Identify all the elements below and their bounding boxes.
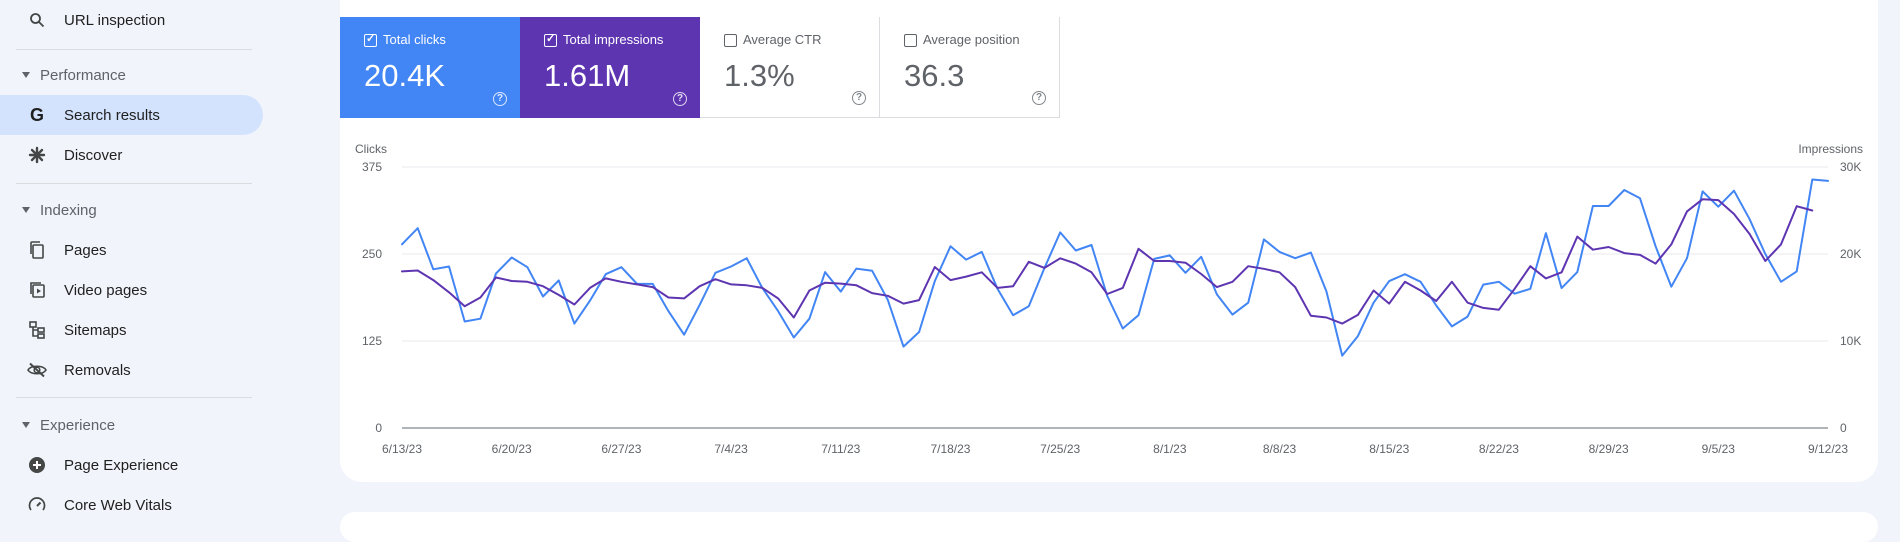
x-tick-label: 7/25/23 (1040, 442, 1080, 456)
x-tick-label: 6/27/23 (601, 442, 641, 456)
help-icon[interactable]: ? (493, 92, 507, 106)
section-header-experience[interactable]: Experience (0, 410, 263, 440)
divider (16, 49, 252, 50)
x-tick-label: 8/15/23 (1369, 442, 1409, 456)
metric-label: Average position (923, 32, 1020, 47)
metric-value: 1.3% (724, 58, 795, 93)
y-left-tick-label: 375 (362, 160, 382, 174)
collapse-arrow-icon (22, 72, 30, 78)
metric-total-impressions[interactable]: ✓ Total impressions 1.61M ? (520, 17, 700, 118)
sidebar-item-label: Video pages (64, 281, 148, 299)
divider (16, 397, 252, 398)
sidebar-item-label: Removals (64, 361, 131, 379)
search-icon (27, 10, 47, 30)
sidebar-item-core-web-vitals[interactable]: Core Web Vitals (0, 485, 263, 525)
metric-value: 20.4K (364, 58, 446, 93)
x-tick-label: 8/22/23 (1479, 442, 1519, 456)
help-icon[interactable]: ? (1032, 91, 1046, 105)
y-right-tick-label: 0 (1840, 421, 1847, 435)
collapse-arrow-icon (22, 207, 30, 213)
divider (16, 183, 252, 184)
y-left-tick-label: 250 (362, 247, 382, 261)
metric-total-clicks[interactable]: ✓ Total clicks 20.4K ? (340, 17, 520, 118)
sidebar-item-label: Page Experience (64, 456, 179, 474)
x-tick-label: 8/29/23 (1589, 442, 1629, 456)
sitemap-icon (27, 320, 47, 340)
gauge-icon (27, 495, 47, 515)
x-tick-label: 6/20/23 (492, 442, 532, 456)
metric-average-ctr[interactable]: Average CTR 1.3% ? (700, 17, 880, 118)
google-g-icon: G (29, 104, 44, 125)
asterisk-icon (27, 145, 47, 165)
y-right-tick-label: 30K (1840, 160, 1861, 174)
sidebar-item-label: URL inspection (64, 11, 166, 29)
checkbox-unchecked-icon[interactable] (724, 34, 737, 47)
eye-off-icon (27, 360, 47, 380)
performance-line-chart[interactable]: 375 30K 250 20K 125 10K 0 0 Clicks Impressions 6/1… (340, 135, 1878, 465)
series-line-clicks (401, 178, 1829, 357)
pages-icon (27, 240, 47, 260)
section-header-label: Indexing (40, 201, 97, 219)
x-tick-label: 7/4/23 (714, 442, 748, 456)
checkbox-unchecked-icon[interactable] (904, 34, 917, 47)
x-tick-label: 8/8/23 (1263, 442, 1297, 456)
queries-table-card (340, 512, 1878, 542)
metric-label: Total impressions (563, 32, 664, 47)
sidebar-item-discover[interactable]: Discover (0, 135, 263, 175)
metric-value: 36.3 (904, 58, 965, 93)
sidebar-item-url-inspection[interactable]: URL inspection (0, 0, 263, 40)
metric-label: Total clicks (383, 32, 446, 47)
help-icon[interactable]: ? (673, 92, 687, 106)
sidebar-item-label: Core Web Vitals (64, 496, 172, 514)
checkbox-checked-icon[interactable]: ✓ (544, 33, 557, 47)
sidebar-item-page-experience[interactable]: Page Experience (0, 445, 263, 485)
sidebar-item-pages[interactable]: Pages (0, 230, 263, 270)
y-left-axis-label: Clicks (355, 142, 387, 156)
metric-average-position[interactable]: Average position 36.3 ? (880, 17, 1060, 118)
sidebar-item-removals[interactable]: Removals (0, 350, 263, 390)
section-header-label: Experience (40, 416, 116, 434)
metric-value: 1.61M (544, 58, 631, 93)
y-left-tick-label: 0 (375, 421, 382, 435)
section-header-label: Performance (40, 66, 126, 84)
sidebar-item-label: Pages (64, 241, 107, 259)
sidebar-item-label: Discover (64, 146, 123, 164)
sidebar: URL inspection Performance G Search resu… (0, 0, 270, 523)
plus-circle-icon (27, 455, 47, 475)
x-tick-label: 7/11/23 (821, 442, 860, 456)
x-tick-label: 9/12/23 (1808, 442, 1848, 456)
section-header-performance[interactable]: Performance (0, 60, 263, 90)
x-tick-label: 8/1/23 (1153, 442, 1187, 456)
section-header-indexing[interactable]: Indexing (0, 195, 263, 225)
collapse-arrow-icon (22, 422, 30, 428)
x-tick-label: 9/5/23 (1702, 442, 1736, 456)
sidebar-item-label: Search results (64, 106, 160, 124)
help-icon[interactable]: ? (852, 91, 866, 105)
sidebar-item-label: Sitemaps (64, 321, 127, 339)
sidebar-item-search-results[interactable]: G Search results (0, 95, 263, 135)
y-right-axis-label: Impressions (1798, 142, 1863, 156)
metric-label: Average CTR (743, 32, 822, 47)
series-line-impressions (401, 198, 1814, 325)
x-tick-label: 6/13/23 (382, 442, 422, 456)
sidebar-item-video-pages[interactable]: Video pages (0, 270, 263, 310)
sidebar-item-sitemaps[interactable]: Sitemaps (0, 310, 263, 350)
checkbox-checked-icon[interactable]: ✓ (364, 33, 377, 47)
x-tick-label: 7/18/23 (930, 442, 970, 456)
y-right-tick-label: 20K (1840, 247, 1861, 261)
y-left-tick-label: 125 (362, 334, 382, 348)
video-pages-icon (27, 280, 47, 300)
y-right-tick-label: 10K (1840, 334, 1861, 348)
